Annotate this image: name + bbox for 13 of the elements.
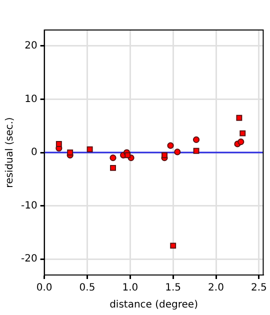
x-tick-label: 2.0 — [208, 282, 224, 294]
y-tick-label: 20 — [24, 40, 38, 52]
y-tick-label: 0 — [30, 147, 38, 158]
x-tick-label: 2.5 — [250, 282, 267, 294]
x-tick-label: 0.5 — [79, 282, 96, 294]
y-tick-label: -10 — [20, 200, 38, 212]
y-axis-title: residual (sec.) — [4, 117, 16, 188]
y-tick-label: 10 — [24, 94, 38, 105]
x-axis-title: distance (degree) — [110, 300, 198, 311]
x-tick-label: 1.0 — [122, 282, 138, 294]
x-tick-label: 1.5 — [165, 282, 182, 294]
y-tick-label: -20 — [20, 254, 38, 265]
x-tick-label: 0.0 — [36, 282, 52, 294]
